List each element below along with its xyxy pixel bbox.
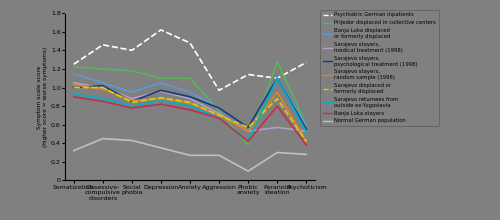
Legend: Psychiatric German inpatients, Prijedor displaced in collective centers, Banja L: Psychiatric German inpatients, Prijedor … bbox=[320, 10, 439, 126]
Y-axis label: Symptom scale score
(higher score = worse symptoms): Symptom scale score (higher score = wors… bbox=[38, 47, 48, 147]
